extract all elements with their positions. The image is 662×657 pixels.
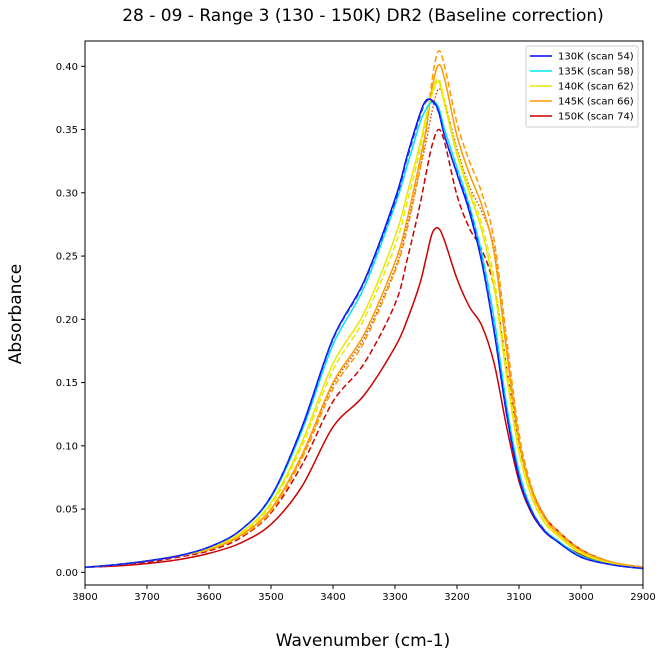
x-tick-label: 3500: [258, 592, 283, 603]
y-tick-label: 0.25: [56, 252, 78, 263]
x-tick-label: 3800: [72, 592, 97, 603]
ticks-layer: 3800 3700 3600 3500 3400 3300 3200 3100 3000 2900…: [56, 62, 656, 603]
legend-label: 130K (scan 54): [558, 52, 634, 63]
x-tick-label: 3300: [382, 592, 407, 603]
series-line-7-dashed: [84, 49, 644, 569]
y-tick-label: 0.05: [56, 505, 78, 516]
legend: 130K (scan 54) 135K (scan 58) 140K (scan 6…: [525, 45, 639, 128]
x-tick-label: 3200: [444, 592, 469, 603]
y-tick-label: 0.10: [56, 441, 78, 452]
y-tick-label: 0.35: [56, 125, 78, 136]
series-line-8-dashed: [84, 128, 644, 569]
legend-label: 150K (scan 74): [558, 112, 634, 123]
legend-label: 135K (scan 58): [558, 67, 634, 78]
x-tick-label: 3400: [320, 592, 345, 603]
plot-frame: [84, 40, 644, 586]
y-tick-label: 0.40: [56, 62, 78, 73]
legend-label: 145K (scan 66): [558, 97, 634, 108]
y-axis-label: Absorbance: [6, 264, 26, 364]
legend-label: 140K (scan 62): [558, 82, 634, 93]
chart-title: 28 - 09 - Range 3 (130 - 150K) DR2 (Base…: [122, 6, 604, 26]
x-tick-label: 3100: [506, 592, 531, 603]
series-line-9-dotted: [84, 88, 644, 568]
y-tick-label: 0.00: [56, 568, 78, 579]
x-tick-label: 2900: [630, 592, 655, 603]
series-line-2-solid: [84, 80, 644, 570]
x-tick-label: 3700: [134, 592, 159, 603]
y-tick-label: 0.30: [56, 188, 78, 199]
x-tick-label: 3000: [568, 592, 593, 603]
series-layer: [84, 49, 644, 570]
series-line-4-solid: [84, 227, 644, 569]
x-axis-label: Wavenumber (cm-1): [276, 631, 451, 651]
series-line-5-dashed: [84, 99, 644, 570]
y-tick-label: 0.20: [56, 315, 78, 326]
series-line-3-solid: [84, 63, 644, 569]
legend-box: [525, 45, 639, 128]
series-line-6-dashed: [84, 78, 644, 570]
y-tick-label: 0.15: [56, 378, 78, 389]
x-tick-label: 3600: [196, 592, 221, 603]
